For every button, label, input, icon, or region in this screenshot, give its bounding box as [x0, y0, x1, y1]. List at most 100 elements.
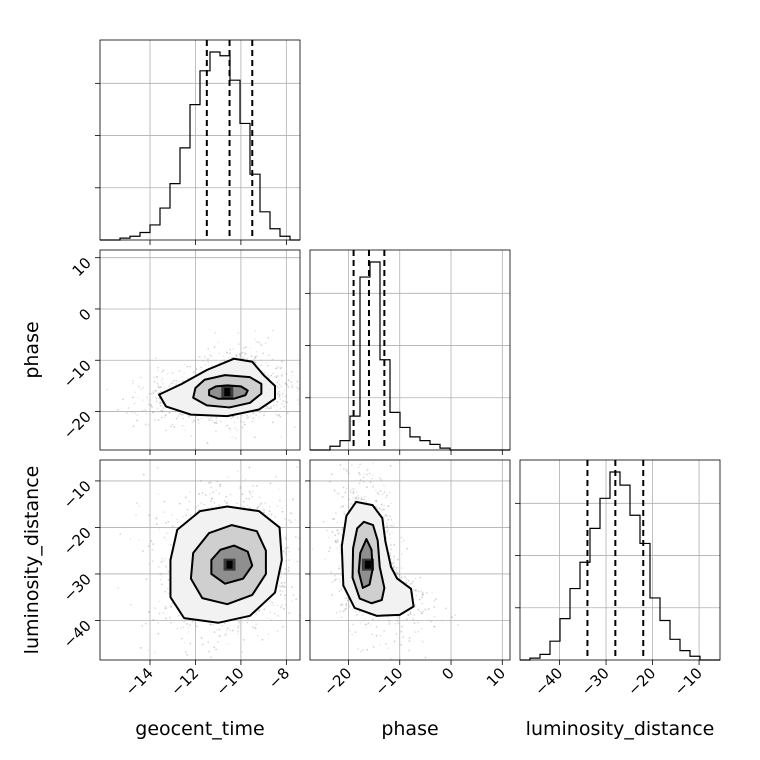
joint-geocent-time-vs-luminosity-distance-scatter-point: [280, 576, 282, 579]
joint-phase-vs-luminosity-distance-scatter-point: [417, 590, 420, 593]
joint-phase-vs-luminosity-distance-scatter-point: [396, 572, 399, 575]
joint-geocent-time-vs-phase-scatter-point: [254, 356, 257, 358]
joint-phase-vs-luminosity-distance-scatter-point: [418, 598, 421, 601]
joint-geocent-time-vs-luminosity-distance-frame: [99, 459, 301, 661]
joint-geocent-time-vs-luminosity-distance-scatter-point: [197, 505, 200, 508]
joint-phase-vs-luminosity-distance-scatter-point: [354, 610, 357, 613]
joint-phase-vs-luminosity-distance-scatter-point: [323, 558, 326, 561]
joint-phase-vs-luminosity-distance-scatter-point: [341, 527, 344, 529]
joint-geocent-time-vs-luminosity-distance-scatter-point: [241, 493, 244, 496]
joint-geocent-time-vs-luminosity-distance-scatter-point: [167, 543, 170, 546]
joint-geocent-time-vs-luminosity-distance-scatter-point: [218, 492, 221, 495]
joint-geocent-time-vs-phase-scatter-point: [281, 373, 284, 376]
joint-phase-vs-luminosity-distance-scatter-point: [359, 463, 361, 466]
joint-geocent-time-vs-phase-scatter-point: [139, 376, 142, 379]
joint-phase-vs-luminosity-distance-scatter-point: [354, 497, 356, 499]
joint-geocent-time-vs-luminosity-distance-scatter-point: [226, 643, 229, 646]
joint-geocent-time-vs-phase-scatter-point: [193, 371, 195, 373]
joint-geocent-time-vs-luminosity-distance-scatter-point: [256, 507, 259, 510]
joint-phase-vs-luminosity-distance-scatter-point: [342, 486, 345, 489]
xlabel-phase: phase: [381, 718, 438, 740]
joint-phase-vs-luminosity-distance-scatter-point: [338, 590, 341, 593]
joint-geocent-time-vs-phase-scatter-point: [150, 404, 153, 407]
joint-phase-vs-luminosity-distance-scatter-point: [395, 570, 398, 573]
joint-geocent-time-vs-phase-scatter-point: [169, 425, 172, 428]
joint-phase-vs-luminosity-distance-scatter-point: [390, 558, 392, 560]
joint-phase-vs-luminosity-distance-scatter-point: [345, 602, 348, 605]
joint-geocent-time-vs-luminosity-distance-scatter-point: [288, 559, 291, 562]
joint-geocent-time-vs-luminosity-distance-scatter-point: [263, 511, 266, 514]
joint-geocent-time-vs-phase-scatter-point: [153, 376, 156, 379]
joint-geocent-time-vs-luminosity-distance-scatter-point: [270, 619, 272, 622]
joint-geocent-time-vs-luminosity-distance-scatter-point: [164, 605, 167, 608]
joint-geocent-time-vs-luminosity-distance-scatter-point: [284, 568, 287, 571]
joint-geocent-time-vs-phase-scatter-point: [171, 372, 174, 374]
joint-phase-vs-luminosity-distance-scatter-point: [336, 540, 339, 543]
joint-geocent-time-vs-phase-scatter-point: [137, 385, 140, 388]
joint-geocent-time-vs-luminosity-distance-scatter-point: [209, 481, 212, 484]
joint-phase-vs-luminosity-distance-contour-2: [340, 500, 415, 617]
joint-geocent-time-vs-luminosity-distance-scatter-point: [218, 628, 221, 631]
joint-geocent-time-vs-luminosity-distance-scatter-point: [279, 499, 281, 502]
joint-phase-vs-luminosity-distance-panel: −20 −10 0 10: [305, 459, 511, 699]
joint-geocent-time-vs-phase-scatter-point: [222, 355, 225, 357]
joint-geocent-time-vs-phase-scatter-point: [229, 348, 231, 351]
joint-phase-vs-luminosity-distance-scatter-point: [375, 499, 378, 502]
joint-geocent-time-vs-phase-scatter-point: [157, 366, 160, 369]
joint-phase-vs-luminosity-distance-scatter-point: [336, 521, 339, 524]
joint-geocent-time-vs-luminosity-distance-scatter-point: [279, 586, 282, 589]
joint-geocent-time-vs-phase-scatter-point: [266, 405, 268, 408]
joint-geocent-time-vs-luminosity-distance-scatter-point: [177, 614, 180, 617]
hist-luminosity-distance-steps: [520, 471, 720, 661]
joint-phase-vs-luminosity-distance-scatter-point: [358, 473, 361, 476]
joint-geocent-time-vs-luminosity-distance-scatter-point: [164, 565, 167, 568]
joint-geocent-time-vs-phase-scatter-point: [234, 437, 237, 440]
joint-geocent-time-vs-phase-scatter-point: [195, 415, 198, 418]
joint-phase-vs-luminosity-distance-scatter-point: [419, 610, 422, 613]
joint-geocent-time-vs-luminosity-distance-scatter-point: [207, 482, 210, 485]
joint-geocent-time-vs-phase-scatter-point: [278, 396, 281, 399]
joint-geocent-time-vs-phase-scatter-point: [286, 383, 288, 386]
joint-phase-vs-luminosity-distance-scatter-point: [368, 472, 371, 475]
joint-geocent-time-vs-phase-scatter-point: [249, 346, 251, 349]
joint-phase-vs-luminosity-distance-scatter-point: [422, 641, 425, 644]
joint-phase-vs-luminosity-distance-scatter-point: [364, 618, 366, 620]
joint-phase-vs-luminosity-distance-scatter-point: [427, 607, 430, 610]
joint-geocent-time-vs-phase-scatter-point: [229, 429, 232, 431]
joint-geocent-time-vs-luminosity-distance-scatter-point: [138, 504, 141, 507]
joint-geocent-time-vs-luminosity-distance-scatter-point: [226, 476, 229, 479]
joint-geocent-time-vs-phase-scatter-point: [246, 414, 248, 417]
joint-phase-vs-luminosity-distance-scatter-point: [407, 614, 410, 616]
joint-phase-vs-luminosity-distance-scatter-point: [402, 636, 405, 638]
joint-geocent-time-vs-phase-scatter-point: [168, 383, 171, 386]
joint-geocent-time-vs-phase-scatter-point: [287, 385, 290, 388]
joint-geocent-time-vs-phase-scatter-point: [219, 420, 222, 423]
joint-phase-vs-luminosity-distance-scatter-point: [338, 577, 341, 580]
joint-geocent-time-vs-luminosity-distance-scatter-point: [281, 625, 284, 628]
joint-geocent-time-vs-phase-scatter-point: [252, 357, 255, 360]
joint-phase-vs-luminosity-distance-scatter-point: [360, 498, 363, 501]
joint-geocent-time-vs-luminosity-distance-scatter-point: [165, 538, 168, 541]
joint-phase-vs-luminosity-distance-scatter-point: [372, 646, 375, 648]
joint-phase-vs-luminosity-distance-scatter-point: [375, 500, 377, 503]
joint-phase-vs-luminosity-distance-scatter-point: [377, 491, 379, 494]
joint-geocent-time-vs-luminosity-distance-scatter-point: [152, 543, 155, 546]
joint-geocent-time-vs-phase-scatter-point: [229, 352, 232, 355]
joint-geocent-time-vs-luminosity-distance-scatter-point: [269, 600, 271, 602]
joint-geocent-time-vs-luminosity-distance-scatter-point: [150, 540, 153, 543]
joint-phase-vs-luminosity-distance-scatter-point: [371, 477, 373, 480]
joint-phase-vs-luminosity-distance-scatter-point: [341, 528, 344, 531]
joint-geocent-time-vs-luminosity-distance-scatter-point: [256, 506, 259, 509]
hist-geocent-time-frame: [99, 39, 301, 241]
joint-geocent-time-vs-phase-scatter-point: [234, 427, 237, 429]
joint-geocent-time-vs-luminosity-distance-scatter-point: [208, 650, 210, 653]
joint-phase-vs-luminosity-distance-scatter-point: [345, 597, 348, 599]
joint-geocent-time-vs-luminosity-distance-scatter-point: [269, 611, 272, 614]
joint-phase-vs-luminosity-distance-scatter-point: [336, 529, 339, 531]
joint-phase-vs-luminosity-distance-scatter-point: [405, 581, 408, 584]
joint-geocent-time-vs-phase-scatter-point: [195, 368, 198, 371]
joint-geocent-time-vs-phase-scatter-point: [171, 423, 174, 426]
joint-phase-vs-luminosity-distance-scatter-point: [341, 603, 344, 606]
joint-geocent-time-vs-phase-scatter-point: [210, 364, 213, 367]
joint-phase-vs-luminosity-distance-scatter-point: [398, 573, 401, 576]
